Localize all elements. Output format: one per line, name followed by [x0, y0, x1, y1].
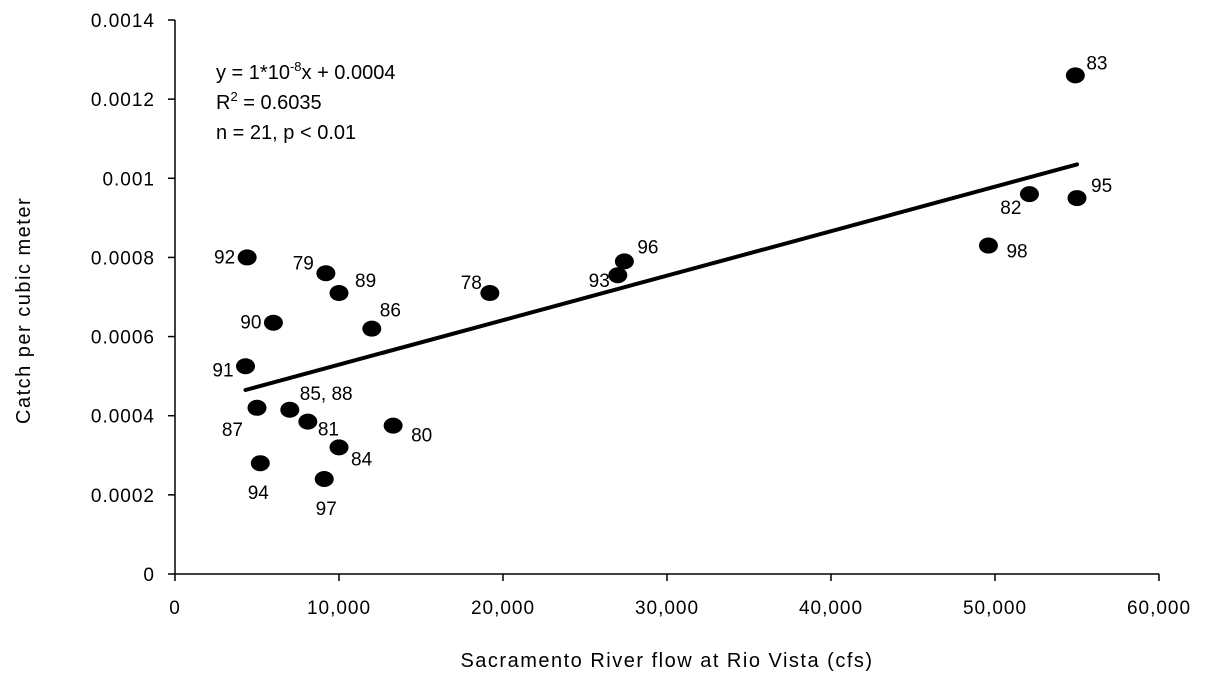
- data-point: [236, 358, 256, 375]
- trendline-group: [243, 162, 1079, 392]
- x-tick-label: 30,000: [635, 598, 699, 619]
- data-point: [247, 399, 267, 416]
- point-label: 81: [318, 420, 339, 441]
- point-label: 89: [355, 271, 376, 292]
- data-point: [329, 285, 349, 302]
- y-tick-label: 0.0002: [91, 486, 155, 507]
- data-point: [314, 471, 334, 488]
- data-point: [480, 285, 500, 302]
- point-label: 96: [637, 237, 658, 258]
- x-tick-label: 20,000: [471, 598, 535, 619]
- data-point: [250, 455, 270, 472]
- data-point: [1065, 67, 1085, 84]
- point-label: 80: [411, 426, 432, 447]
- data-point: [1067, 190, 1087, 207]
- x-tick-label: 0: [169, 598, 181, 619]
- point-label: 90: [240, 313, 261, 334]
- y-tick-label: 0.0004: [91, 407, 155, 428]
- data-point: [329, 439, 349, 456]
- data-point: [298, 413, 318, 430]
- x-tick-label: 60,000: [1127, 598, 1191, 619]
- point-label: 95: [1091, 176, 1112, 197]
- data-point: [316, 265, 336, 282]
- point-label: 87: [222, 420, 243, 441]
- data-point: [263, 314, 283, 331]
- y-tick-label: 0.0012: [91, 90, 155, 111]
- y-axis-title: Catch per cubic meter: [13, 197, 35, 424]
- point-label: 83: [1086, 53, 1107, 74]
- data-point: [280, 401, 300, 418]
- data-point: [1019, 186, 1039, 203]
- data-point: [614, 253, 634, 270]
- point-label: 82: [1000, 198, 1021, 219]
- y-tick-label: 0.001: [102, 169, 155, 190]
- point-label: 84: [351, 449, 373, 470]
- point-label: 98: [1006, 242, 1027, 263]
- point-label: 85, 88: [300, 384, 353, 405]
- stats-text: n = 21, p < 0.01: [216, 122, 356, 144]
- point-label: 94: [248, 483, 270, 504]
- point-label: 92: [214, 247, 235, 268]
- x-axis-title: Sacramento River flow at Rio Vista (cfs): [460, 650, 873, 672]
- x-tick-label: 10,000: [307, 598, 371, 619]
- y-tick-label: 0: [143, 565, 155, 586]
- regression-annotation: y = 1*10-8x + 0.0004 R2 = 0.6035 n = 21,…: [216, 59, 395, 144]
- x-tick-label: 40,000: [799, 598, 863, 619]
- r-squared-text: R2 = 0.6035: [216, 89, 322, 114]
- point-label: 78: [461, 273, 482, 294]
- point-label: 93: [589, 271, 610, 292]
- point-label: 97: [316, 499, 337, 520]
- y-tick-label: 0.0006: [91, 328, 155, 349]
- y-tick-label: 0.0008: [91, 248, 155, 269]
- data-point: [608, 267, 628, 284]
- data-point: [237, 249, 257, 266]
- axes: 0 0.0002 0.0004 0.0006 0.0008 0.001 0.0012 0.00…: [91, 11, 1191, 619]
- point-label: 79: [293, 253, 314, 274]
- trendline: [243, 162, 1079, 392]
- data-point: [383, 417, 403, 434]
- data-point: [978, 237, 998, 254]
- point-label: 91: [212, 360, 233, 381]
- point-label: 86: [380, 301, 401, 322]
- equation-text: y = 1*10-8x + 0.0004: [216, 59, 395, 84]
- x-tick-label: 50,000: [963, 598, 1027, 619]
- data-point: [362, 320, 382, 337]
- y-tick-label: 0.0014: [91, 11, 155, 32]
